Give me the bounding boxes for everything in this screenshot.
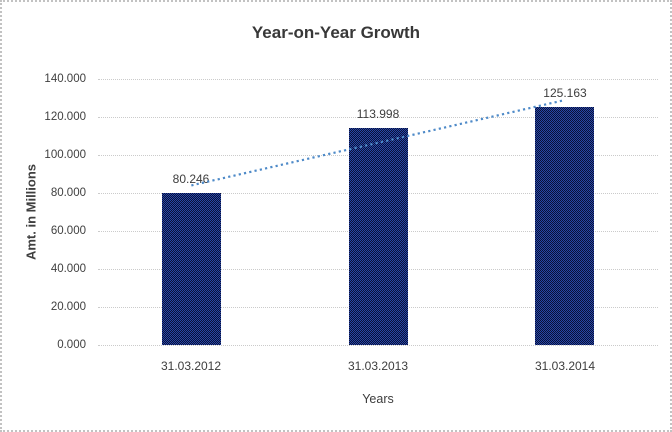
chart-title: Year-on-Year Growth — [251, 23, 421, 42]
x-axis-title: Years — [362, 392, 394, 406]
gridline — [98, 79, 658, 80]
bar-value-label: 80.246 — [172, 172, 210, 186]
bar — [535, 107, 594, 345]
gridline — [98, 345, 658, 346]
y-tick-label: 140.000 — [44, 73, 86, 85]
y-tick-label: 100.000 — [44, 149, 86, 161]
bar — [162, 193, 221, 345]
y-tick-label: 80.000 — [50, 187, 86, 199]
y-tick-label: 60.000 — [50, 225, 86, 237]
x-tick-label: 31.03.2014 — [534, 359, 596, 373]
y-tick-label: 120.000 — [44, 111, 86, 123]
x-tick-label: 31.03.2012 — [160, 359, 222, 373]
y-tick-label: 40.000 — [50, 263, 86, 275]
y-tick-label: 0.000 — [57, 339, 86, 351]
bar-value-label: 125.163 — [543, 86, 587, 100]
x-tick-label: 31.03.2013 — [347, 359, 409, 373]
bar-value-label: 113.998 — [356, 107, 400, 121]
y-tick-label: 20.000 — [50, 301, 86, 313]
bar — [349, 128, 408, 345]
